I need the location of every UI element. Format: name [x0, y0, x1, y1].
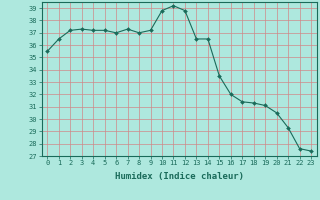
X-axis label: Humidex (Indice chaleur): Humidex (Indice chaleur)	[115, 172, 244, 181]
